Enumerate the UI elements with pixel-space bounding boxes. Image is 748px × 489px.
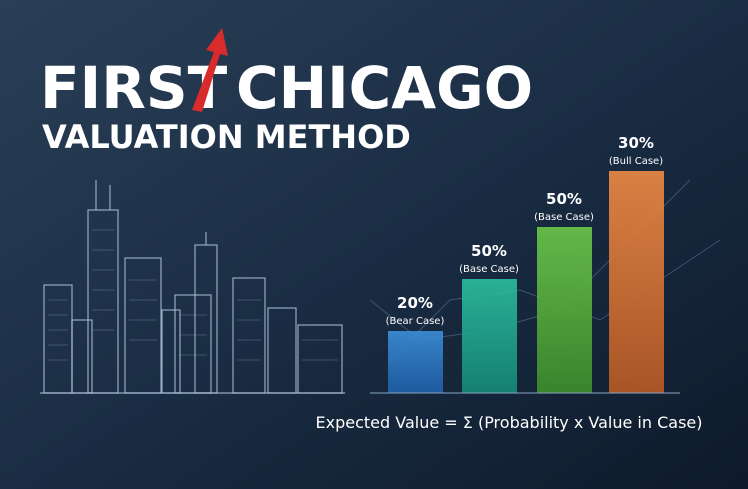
scenario-label: (Bear Case) bbox=[386, 316, 445, 327]
formula: Expected Value = Σ (Probability x Value … bbox=[316, 413, 703, 432]
bar bbox=[462, 279, 517, 393]
scenario-percent: 50% bbox=[471, 242, 507, 260]
scenario-percent: 20% bbox=[397, 294, 433, 312]
scenario-percent: 30% bbox=[618, 134, 654, 152]
scenario-label: (Base Case) bbox=[459, 264, 519, 275]
title-chicago: CHICAGO bbox=[236, 54, 533, 122]
scenario-percent: 50% bbox=[546, 190, 582, 208]
scenario-label: (Bull Case) bbox=[609, 156, 663, 167]
bar bbox=[537, 227, 592, 393]
skyline bbox=[40, 180, 345, 394]
scenario-label: (Base Case) bbox=[534, 212, 594, 223]
red-arrow bbox=[192, 28, 228, 112]
subtitle: VALUATION METHOD bbox=[42, 118, 411, 156]
title-first: FIRST bbox=[40, 54, 228, 122]
bar bbox=[388, 331, 443, 393]
bar bbox=[609, 171, 664, 393]
